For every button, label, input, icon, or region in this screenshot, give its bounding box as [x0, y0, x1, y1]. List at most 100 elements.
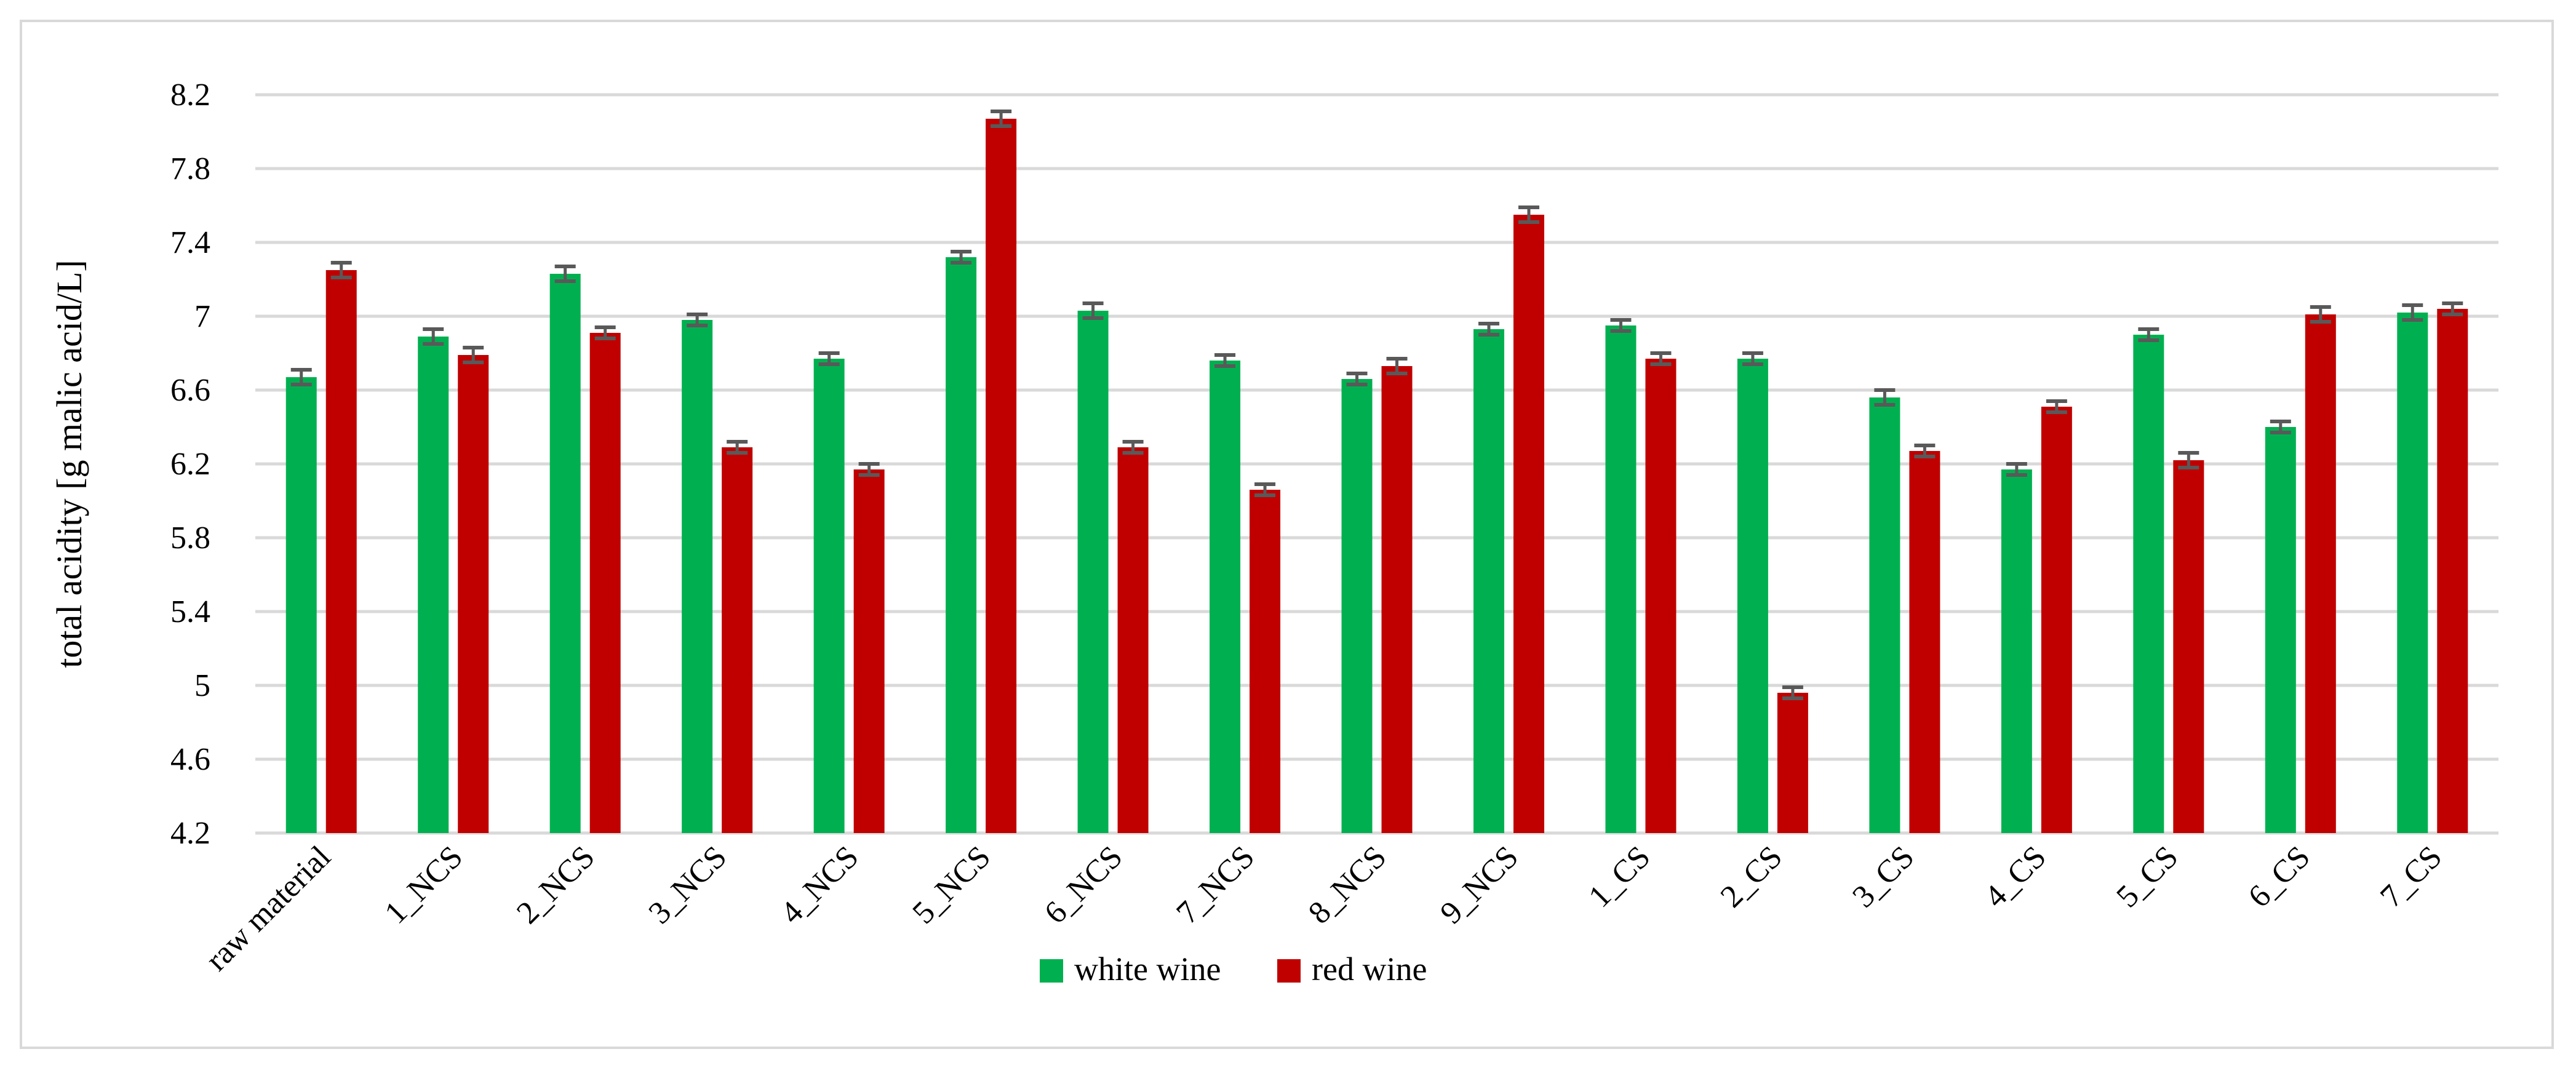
bars: [285, 110, 2468, 833]
error-bar: [2006, 462, 2027, 477]
bar-red-wine: [325, 270, 357, 833]
bar-red-wine: [1250, 490, 1281, 833]
error-bar: [2270, 420, 2291, 434]
y-tick-label: 8.2: [170, 78, 210, 113]
error-bar: [1518, 205, 1539, 224]
x-tick-label: 4_CS: [1978, 839, 2053, 914]
legend: white wine red wine: [1040, 951, 1427, 987]
error-bar: [2138, 327, 2159, 342]
error-bar: [1386, 357, 1408, 375]
bar-red-wine: [2305, 314, 2336, 833]
bar-red-wine: [722, 447, 753, 833]
error-bar: [2402, 303, 2423, 322]
bar-white-wine: [1077, 311, 1109, 833]
x-tick-label: 8_NCS: [1302, 839, 1394, 931]
bar-red-wine: [2173, 460, 2204, 833]
bar-white-wine: [418, 337, 449, 833]
error-bar: [1214, 353, 1236, 368]
y-tick-label: 4.6: [170, 742, 210, 777]
bar-red-wine: [2437, 309, 2468, 833]
bar-red-wine: [853, 469, 885, 833]
bar-white-wine: [1210, 361, 1241, 833]
x-tick-label: 2_CS: [1714, 839, 1789, 914]
y-tick-label: 7.8: [170, 151, 210, 186]
bar-red-wine: [1777, 693, 1808, 833]
error-bar: [2046, 399, 2067, 414]
error-bar: [1122, 440, 1144, 455]
y-axis-label: total acidity [g malic acid/L]: [49, 260, 89, 668]
bar-white-wine: [1473, 329, 1504, 833]
legend-label: red wine: [1312, 951, 1427, 987]
bar-white-wine: [1869, 397, 1900, 833]
error-bar: [858, 462, 880, 477]
x-tick-label: 1_CS: [1582, 839, 1657, 914]
y-tick-label: 5: [194, 668, 210, 703]
x-tick-label: raw material: [199, 839, 338, 978]
error-bar: [1650, 351, 1672, 366]
bar-white-wine: [2397, 313, 2428, 833]
x-tick-label: 6_CS: [2242, 839, 2317, 914]
error-bar: [423, 327, 444, 346]
error-bar: [2178, 451, 2199, 469]
error-bar: [330, 261, 352, 279]
y-tick-label: 6.2: [170, 447, 210, 482]
error-bar: [1478, 322, 1499, 337]
bar-white-wine: [1605, 325, 1637, 833]
bar-red-wine: [589, 333, 621, 833]
bar-red-wine: [1645, 359, 1677, 833]
bar-red-wine: [1909, 451, 1940, 833]
bar-white-wine: [1341, 379, 1373, 833]
bar-red-wine: [986, 119, 1017, 833]
error-bar: [727, 440, 748, 455]
bar-white-wine: [1737, 359, 1768, 833]
error-bar: [1874, 388, 1896, 407]
x-tick-label: 6_NCS: [1038, 839, 1130, 931]
bar-white-wine: [549, 274, 581, 833]
bar-red-wine: [2041, 407, 2072, 833]
error-bar: [1346, 372, 1368, 386]
legend-swatch: [1040, 959, 1063, 983]
x-tick-label: 7_CS: [2374, 839, 2449, 914]
error-bar: [2310, 305, 2331, 324]
x-tick-label: 1_NCS: [378, 839, 470, 931]
chart-frame: [20, 20, 2554, 1049]
error-bar: [1914, 444, 1936, 458]
error-bar: [687, 313, 708, 327]
bar-red-wine: [458, 355, 489, 833]
gridlines: [255, 93, 2498, 835]
y-tick-label: 4.2: [170, 816, 210, 851]
y-tick-label: 6.6: [170, 373, 210, 408]
legend-label: white wine: [1074, 951, 1221, 987]
bar-red-wine: [1381, 366, 1413, 833]
error-bar: [463, 346, 484, 364]
x-tick-label: 5_NCS: [906, 839, 997, 931]
x-tick-label: 2_NCS: [510, 839, 602, 931]
bar-red-wine: [1513, 215, 1544, 833]
x-tick-label: 9_NCS: [1434, 839, 1525, 931]
bar-white-wine: [682, 320, 713, 833]
y-axis-ticks: 4.2 4.6 5 5.4 5.8 6.2 6.6 7 7.4 7.8 8.2: [170, 78, 210, 851]
x-tick-label: 5_CS: [2110, 839, 2185, 914]
y-tick-label: 5.8: [170, 521, 210, 556]
bar-red-wine: [1117, 447, 1149, 833]
error-bar: [1082, 301, 1104, 320]
x-tick-label: 7_NCS: [1170, 839, 1261, 931]
error-bar: [1254, 482, 1276, 497]
error-bar: [1610, 318, 1632, 333]
bar-white-wine: [2133, 335, 2164, 833]
error-bar: [1782, 685, 1803, 700]
bar-white-wine: [946, 257, 977, 833]
error-bar: [2442, 301, 2463, 316]
x-tick-label: 4_NCS: [774, 839, 866, 931]
bar-white-wine: [813, 359, 845, 833]
error-bar: [1742, 351, 1763, 366]
x-tick-label: 3_CS: [1846, 839, 1921, 914]
bar-white-wine: [2265, 427, 2296, 833]
x-tick-label: 3_NCS: [642, 839, 734, 931]
y-tick-label: 7: [194, 299, 210, 334]
bar-white-wine: [2001, 469, 2032, 833]
y-tick-label: 5.4: [170, 594, 210, 629]
error-bar: [594, 325, 616, 340]
error-bar: [991, 110, 1012, 128]
